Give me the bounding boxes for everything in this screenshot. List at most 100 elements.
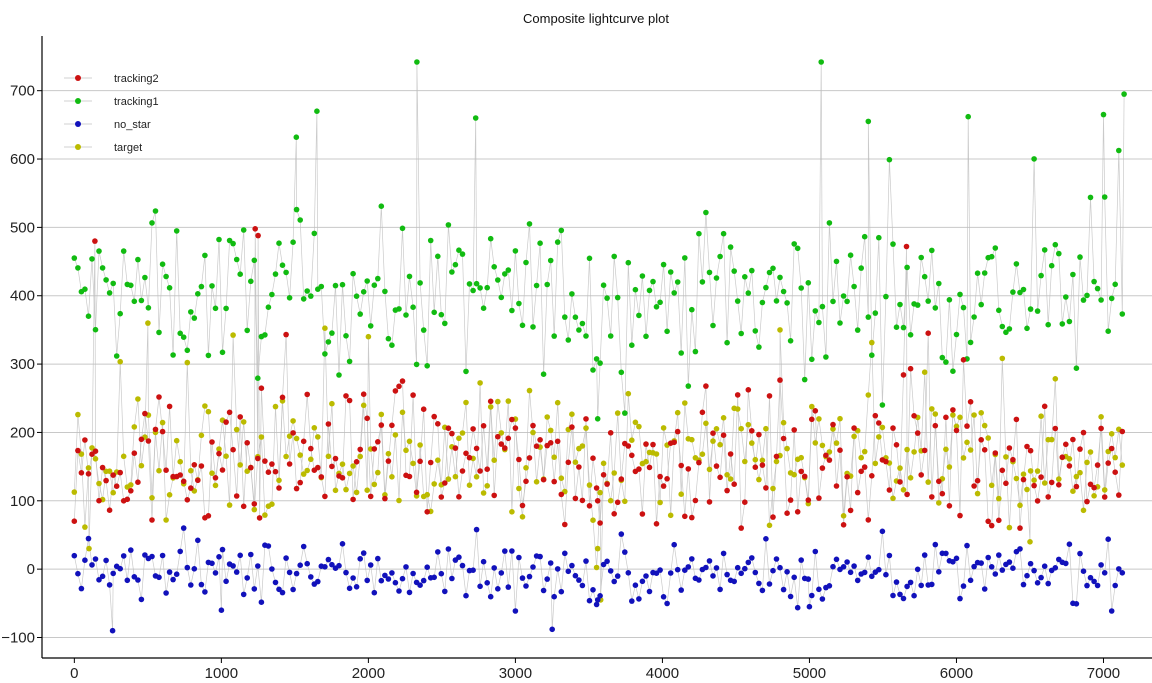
point-tracking1: [283, 269, 289, 276]
point-no_star: [869, 573, 875, 580]
point-no_star: [1073, 601, 1080, 607]
point-tracking2: [900, 372, 907, 378]
point-target: [159, 419, 166, 426]
point-tracking1: [92, 326, 99, 333]
point-tracking2: [128, 488, 134, 494]
point-tracking2: [248, 464, 254, 471]
point-target: [286, 433, 293, 440]
point-tracking2: [371, 446, 378, 452]
point-tracking1: [364, 278, 371, 284]
point-target: [226, 502, 233, 508]
point-target: [943, 446, 949, 453]
point-target: [272, 403, 279, 410]
point-no_star: [893, 579, 900, 585]
point-tracking1: [410, 304, 416, 311]
point-tracking2: [71, 518, 78, 524]
point-tracking2: [1038, 474, 1044, 480]
point-target: [667, 512, 674, 519]
point-tracking1: [314, 108, 320, 114]
point-tracking2: [706, 499, 713, 505]
point-no_star: [177, 548, 183, 555]
point-tracking1: [209, 283, 215, 289]
y-tick-label: 700: [10, 83, 35, 100]
point-target: [1020, 471, 1027, 478]
point-target: [1108, 431, 1115, 437]
y-tick-label: 400: [10, 288, 35, 305]
point-no_star: [1017, 546, 1023, 552]
point-tracking1: [269, 291, 275, 298]
point-tracking1: [149, 220, 155, 226]
point-target: [396, 497, 402, 504]
point-no_star: [847, 569, 854, 576]
point-tracking1: [170, 352, 176, 358]
point-target: [216, 446, 222, 452]
point-no_star: [819, 596, 826, 602]
point-no_star: [523, 583, 529, 589]
point-no_star: [124, 577, 131, 584]
point-tracking1: [254, 375, 261, 382]
point-tracking2: [685, 466, 692, 472]
legend-marker-no_star: [75, 121, 81, 127]
point-tracking1: [304, 288, 311, 294]
point-no_star: [375, 555, 381, 562]
point-tracking2: [812, 408, 819, 414]
point-tracking1: [487, 235, 494, 242]
point-tracking2: [258, 385, 265, 392]
point-target: [290, 418, 296, 424]
point-tracking1: [414, 59, 420, 65]
point-no_star: [706, 558, 713, 564]
point-no_star: [248, 551, 254, 558]
point-tracking2: [823, 452, 829, 459]
point-no_star: [265, 543, 272, 549]
point-no_star: [876, 566, 882, 573]
point-tracking2: [572, 495, 579, 502]
point-tracking2: [149, 517, 155, 523]
x-tick-label: 4000: [646, 665, 679, 682]
point-tracking1: [537, 240, 543, 246]
point-no_star: [682, 567, 688, 573]
point-no_star: [1116, 566, 1122, 572]
point-tracking1: [113, 353, 120, 359]
point-target: [466, 482, 473, 489]
point-tracking2: [904, 491, 910, 498]
point-no_star: [350, 575, 356, 581]
point-tracking2: [1091, 484, 1097, 491]
point-target: [71, 489, 78, 495]
point-no_star: [392, 579, 399, 586]
point-target: [184, 359, 191, 366]
point-no_star: [583, 558, 589, 564]
point-tracking2: [124, 496, 131, 503]
point-tracking2: [1077, 446, 1083, 452]
point-target: [431, 481, 438, 487]
point-no_star: [664, 600, 670, 607]
point-no_star: [325, 556, 332, 563]
point-tracking1: [502, 271, 508, 277]
point-tracking2: [188, 485, 194, 491]
point-tracking1: [1031, 156, 1037, 162]
point-tracking2: [847, 507, 854, 514]
point-tracking2: [770, 514, 776, 520]
point-tracking1: [597, 360, 603, 366]
point-tracking1: [399, 225, 406, 232]
point-tracking1: [833, 258, 840, 265]
point-no_star: [689, 556, 695, 562]
point-target: [293, 435, 300, 442]
point-target: [1056, 476, 1062, 482]
point-target: [237, 462, 243, 468]
point-tracking1: [801, 376, 808, 383]
point-no_star: [844, 559, 850, 565]
point-tracking2: [653, 521, 660, 527]
point-tracking2: [1070, 436, 1076, 443]
point-no_star: [914, 566, 921, 573]
point-no_star: [505, 584, 512, 590]
point-tracking1: [678, 350, 684, 356]
point-tracking1: [547, 257, 554, 264]
point-target: [611, 470, 617, 476]
point-tracking2: [914, 430, 921, 436]
point-tracking1: [967, 339, 974, 346]
point-tracking1: [844, 298, 850, 305]
point-tracking2: [219, 467, 226, 473]
point-tracking1: [198, 283, 205, 290]
point-tracking2: [1006, 445, 1013, 451]
point-tracking2: [1010, 456, 1016, 463]
